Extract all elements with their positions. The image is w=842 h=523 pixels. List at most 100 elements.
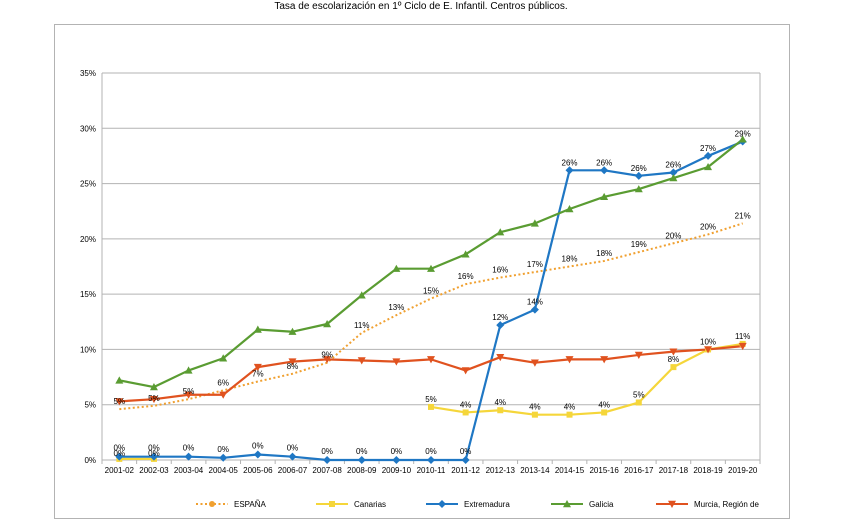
point-canarias bbox=[428, 403, 434, 410]
point-murcia-regi-n-de bbox=[669, 348, 678, 356]
data-label-canarias: 5% bbox=[633, 391, 645, 400]
point-extremadura bbox=[323, 456, 332, 464]
point-murcia-regi-n-de bbox=[461, 367, 470, 375]
legend-item-galicia: Galicia bbox=[551, 500, 614, 509]
legend-label: Galicia bbox=[589, 500, 614, 509]
data-labels: 5% 5% 5% 6% 7% 8% 9% 11% 13% 15% 16% 16% 17% 18% 18% 19… bbox=[114, 130, 751, 458]
point-galicia bbox=[427, 264, 435, 272]
point-murcia-regi-n-de bbox=[704, 346, 713, 354]
point-murcia-regi-n-de bbox=[357, 357, 366, 365]
legend-marker bbox=[438, 500, 446, 508]
point-galicia bbox=[704, 162, 713, 171]
y-axis-ticks: 0% 5% 10% 15% 20% 25% 30% 35% bbox=[80, 69, 96, 465]
x-tick-label: 2010-11 bbox=[417, 466, 446, 475]
legend-label: Canarias bbox=[354, 500, 386, 509]
y-tick-label: 20% bbox=[80, 235, 96, 244]
x-tick-label: 2007-08 bbox=[312, 466, 342, 475]
y-tick-label: 35% bbox=[80, 69, 96, 78]
chart-frame bbox=[54, 24, 790, 519]
point-galicia bbox=[392, 264, 401, 272]
data-label-extremadura: 0% bbox=[287, 444, 299, 453]
data-label-canarias: 11% bbox=[735, 332, 750, 341]
data-label-canarias: 8% bbox=[668, 355, 680, 364]
y-tick-label: 25% bbox=[80, 180, 96, 189]
y-tick-label: 10% bbox=[80, 345, 96, 354]
point-canarias bbox=[497, 407, 504, 414]
point-extremadura bbox=[496, 321, 505, 330]
legend-item-canarias: Canarias bbox=[316, 500, 386, 509]
legend-item-murcia-regi-n-de: Murcia, Región de bbox=[656, 500, 759, 509]
data-label-extremadura: 26% bbox=[562, 158, 578, 167]
point-extremadura bbox=[288, 452, 297, 461]
data-label-espa-a: 11% bbox=[354, 321, 369, 330]
point-canarias bbox=[601, 409, 608, 416]
x-tick-label: 2001-02 bbox=[105, 466, 135, 475]
point-murcia-regi-n-de bbox=[496, 353, 505, 362]
point-galicia bbox=[634, 185, 643, 193]
chart-title: Tasa de escolarización en 1º Ciclo de E.… bbox=[274, 1, 568, 12]
data-label-canarias: 4% bbox=[564, 403, 576, 412]
point-extremadura bbox=[392, 456, 401, 464]
legend-label: ESPAÑA bbox=[234, 500, 267, 509]
y-tick-label: 30% bbox=[80, 124, 96, 133]
data-label-extremadura: 0% bbox=[425, 447, 437, 456]
y-tick-label: 15% bbox=[80, 290, 96, 299]
series-markers bbox=[115, 135, 747, 464]
point-canarias bbox=[566, 411, 573, 418]
point-extremadura bbox=[461, 456, 470, 464]
point-galicia bbox=[530, 219, 539, 227]
point-murcia-regi-n-de bbox=[149, 395, 158, 404]
data-label-espa-a: 7% bbox=[252, 369, 264, 378]
point-galicia bbox=[323, 319, 332, 328]
x-tick-label: 2015-16 bbox=[589, 466, 619, 475]
point-galicia bbox=[669, 174, 678, 182]
legend-marker bbox=[329, 501, 335, 507]
series-line-canarias bbox=[430, 342, 743, 416]
point-extremadura bbox=[565, 166, 574, 175]
legend-item-extremadura: Extremadura bbox=[426, 500, 510, 509]
data-label-canarias: 4% bbox=[460, 400, 472, 409]
point-canarias bbox=[531, 411, 538, 418]
data-label-canarias: 5% bbox=[425, 395, 437, 404]
data-label-extremadura: 0% bbox=[252, 441, 264, 450]
point-extremadura bbox=[669, 168, 678, 177]
point-canarias bbox=[670, 364, 677, 371]
point-murcia-regi-n-de bbox=[115, 398, 124, 406]
point-galicia bbox=[565, 205, 574, 213]
x-tick-label: 2002-03 bbox=[139, 466, 169, 475]
data-label-espa-a: 17% bbox=[527, 260, 543, 269]
point-murcia-regi-n-de bbox=[530, 359, 539, 367]
point-murcia-regi-n-de bbox=[253, 363, 262, 372]
point-murcia-regi-n-de bbox=[634, 351, 643, 359]
point-murcia-regi-n-de bbox=[565, 356, 574, 364]
point-galicia bbox=[253, 325, 262, 333]
x-tick-label: 2018-19 bbox=[693, 466, 723, 475]
legend-marker bbox=[209, 501, 215, 507]
point-extremadura bbox=[704, 151, 713, 160]
data-label-canarias: 0% bbox=[114, 449, 126, 458]
point-galicia bbox=[115, 376, 124, 384]
point-murcia-regi-n-de bbox=[427, 356, 435, 364]
point-murcia-regi-n-de bbox=[392, 358, 401, 366]
data-label-espa-a: 15% bbox=[423, 287, 439, 296]
point-galicia bbox=[461, 250, 470, 258]
data-label-canarias: 10% bbox=[700, 337, 716, 346]
data-label-espa-a: 5% bbox=[148, 394, 160, 403]
data-label-extremadura: 27% bbox=[700, 144, 716, 153]
data-label-extremadura: 0% bbox=[460, 447, 472, 456]
data-label-extremadura: 26% bbox=[631, 164, 647, 173]
data-label-extremadura: 0% bbox=[148, 444, 160, 453]
data-label-extremadura: 12% bbox=[492, 313, 508, 322]
legend-label: Murcia, Región de bbox=[694, 500, 759, 509]
x-tick-label: 2014-15 bbox=[555, 466, 585, 475]
legend-marker bbox=[563, 500, 571, 508]
point-canarias bbox=[462, 409, 469, 416]
data-label-espa-a: 16% bbox=[492, 266, 508, 275]
data-label-extremadura: 0% bbox=[391, 447, 403, 456]
point-galicia bbox=[600, 192, 609, 201]
point-murcia-regi-n-de bbox=[184, 391, 193, 399]
point-galicia bbox=[184, 366, 193, 374]
data-label-espa-a: 13% bbox=[388, 303, 404, 312]
data-label-espa-a: 16% bbox=[458, 272, 474, 281]
